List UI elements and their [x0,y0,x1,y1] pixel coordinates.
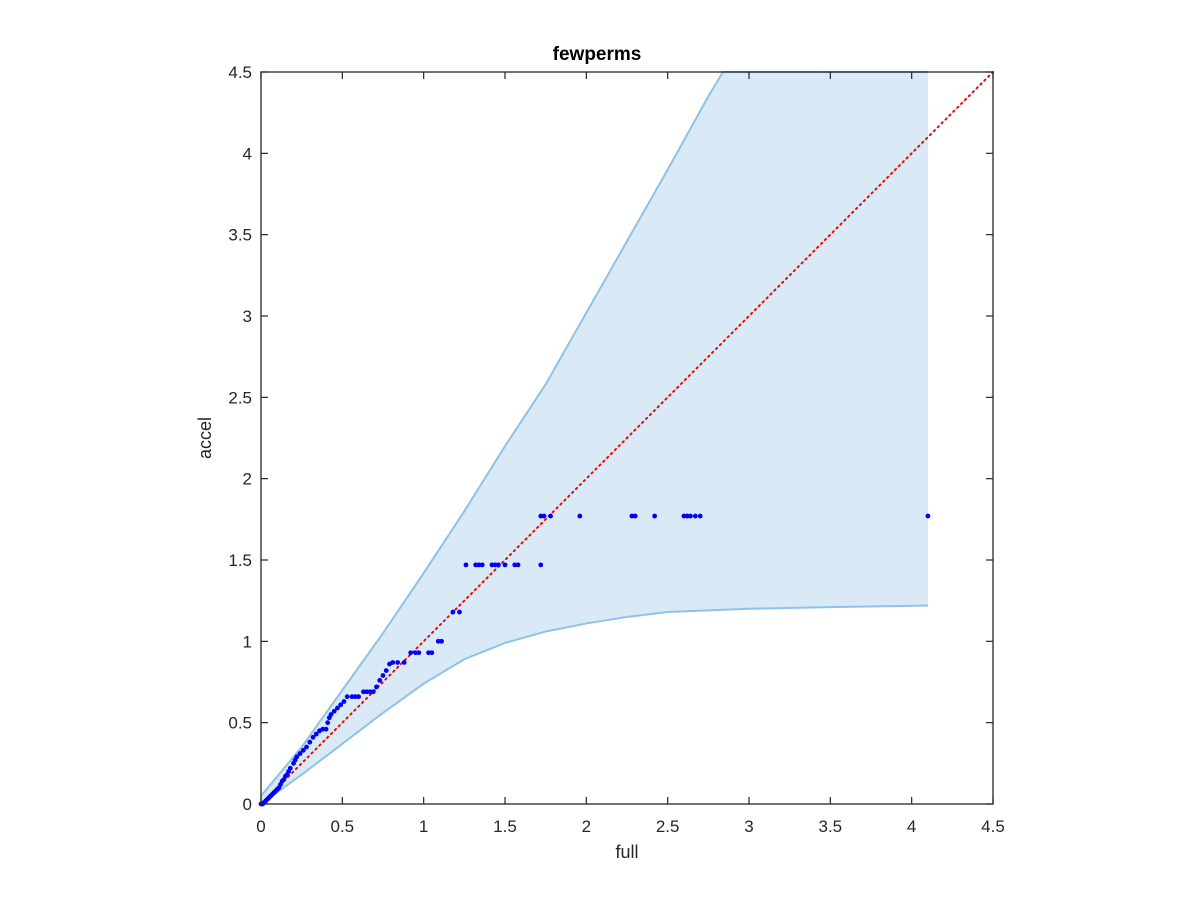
data-point [328,712,334,717]
plot-box [260,71,994,805]
confidence-band-lower-edge [260,604,928,805]
data-point [310,734,316,740]
data-point [287,765,293,771]
data-point [331,708,337,714]
y-tick-label: 0 [243,795,252,814]
data-point [377,677,383,683]
data-point [496,562,501,568]
data-point [383,668,389,674]
data-point [323,726,329,732]
data-point [692,513,698,519]
y-tick-label: 3 [243,307,252,326]
x-tick-label: 2 [582,817,591,836]
data-point [429,650,435,656]
reference-diagonal-line [260,71,994,805]
data-point [925,513,931,519]
data-point [538,562,544,568]
x-tick-label: 0.5 [331,817,355,836]
data-point [344,694,350,700]
x-tick-label: 4 [907,817,916,836]
data-point [395,660,401,665]
data-point [632,513,638,519]
confidence-band-upper-edge [260,71,928,797]
data-point [297,751,303,756]
data-point [325,720,331,726]
chart-title: fewperms [553,44,642,65]
data-point [338,702,344,708]
y-tick-label: 0.5 [228,714,252,733]
data-point [313,731,319,737]
data-points-layer [258,513,931,807]
data-point [548,513,553,519]
data-point [502,562,508,568]
data-point [294,754,300,760]
x-tick-label: 1 [419,817,428,836]
axes-layer: 0 0.5 1 1.5 2 2.5 3 3.5 4 4.5 0 0.5 1 1.5 2 2.5 3 3.5 4 4.5 [228,63,1004,836]
x-axis-label: full [615,842,638,862]
data-point [408,650,414,656]
y-tick-label: 4 [243,144,252,163]
reference-line-layer [260,71,994,805]
data-point [652,513,658,519]
data-point [356,694,361,700]
data-point [697,513,703,519]
x-tick-label: 1.5 [493,817,517,836]
confidence-band-fill [261,72,928,804]
x-tick-label: 3.5 [819,817,843,836]
y-tick-label: 2.5 [228,388,252,407]
data-point [577,513,583,519]
data-point [450,609,456,615]
x-tick-label: 4.5 [981,817,1005,836]
data-point [304,744,309,750]
data-point [515,562,521,568]
y-tick-label: 1 [243,632,252,651]
data-point [541,513,547,519]
y-tick-label: 4.5 [228,63,252,82]
x-tick-label: 2.5 [656,817,680,836]
data-point [479,562,485,568]
y-axis-label: accel [195,417,215,459]
data-point [370,689,376,695]
data-point [416,650,422,656]
data-point [463,562,469,568]
data-point [300,747,306,753]
y-tick-label: 2 [243,470,252,489]
data-point [380,673,386,678]
data-point [457,609,462,615]
x-tick-label: 0 [256,817,265,836]
data-point [439,638,444,644]
data-point [374,684,379,690]
data-point [390,660,396,665]
y-tick-label: 3.5 [228,226,252,245]
data-point [688,513,693,519]
confidence-band-layer [260,71,928,805]
data-point [341,699,347,704]
y-tick-label: 1.5 [228,551,252,570]
x-tick-label: 3 [744,817,753,836]
data-point [307,739,313,745]
data-point [401,660,407,665]
data-point [335,705,340,711]
